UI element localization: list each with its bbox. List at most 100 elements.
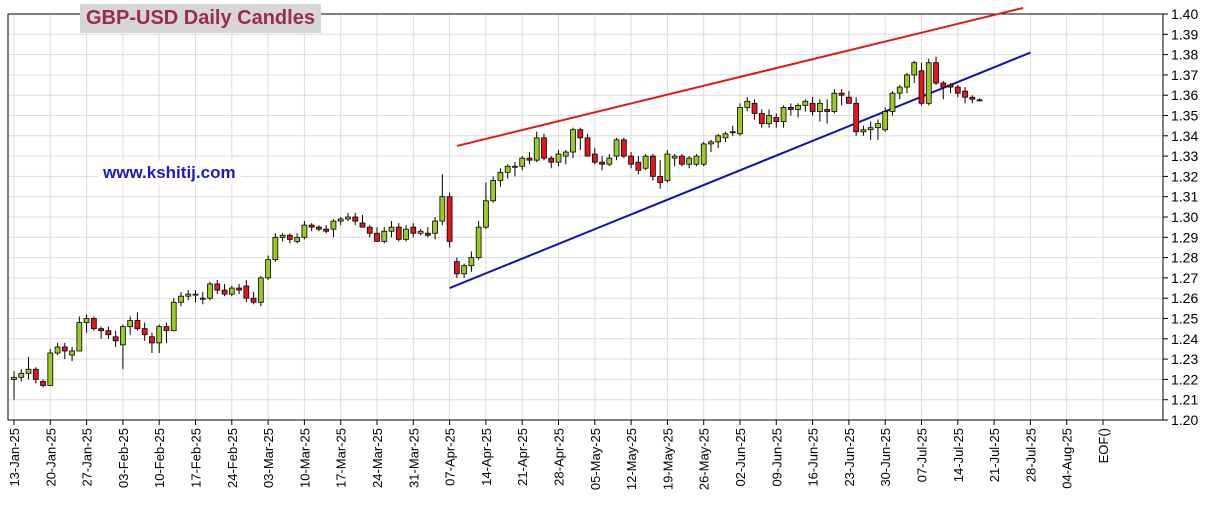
x-tick-label: 10-Feb-25: [152, 428, 167, 488]
candle-body: [308, 224, 315, 228]
candle: [787, 103, 794, 116]
candle-body: [853, 102, 860, 133]
candle: [722, 131, 729, 142]
candle: [570, 127, 576, 159]
candle: [954, 85, 961, 98]
candle: [969, 95, 976, 104]
candle-body: [461, 265, 467, 275]
candle-body: [787, 106, 794, 110]
candle: [766, 109, 772, 128]
x-tick-label: 27-Jan-25: [80, 428, 95, 487]
candle-body: [679, 155, 685, 165]
candle-body: [250, 297, 257, 303]
candles: [11, 56, 983, 400]
candle: [751, 99, 758, 120]
x-tick-label: 26-May-25: [697, 428, 712, 490]
candle-body: [257, 277, 264, 303]
candle-body: [127, 320, 134, 328]
candle: [359, 214, 366, 228]
candle: [512, 162, 518, 177]
candle-body: [439, 196, 446, 222]
support-trendline: [449, 51, 1031, 289]
y-tick-label: 1.39: [1171, 26, 1198, 42]
candle: [156, 324, 163, 354]
x-tick-label: 05-May-25: [588, 428, 603, 490]
candle: [352, 212, 359, 226]
candle-body: [432, 220, 438, 234]
y-tick-label: 1.40: [1171, 6, 1198, 22]
candle-body: [228, 287, 235, 295]
candle: [461, 263, 467, 278]
candle: [635, 156, 642, 175]
candle-body: [163, 326, 170, 332]
candle: [294, 233, 301, 244]
candle-body: [221, 289, 228, 295]
y-tick-label: 1.26: [1171, 290, 1198, 306]
y-tick-label: 1.34: [1171, 128, 1198, 144]
candle: [584, 133, 591, 157]
candle-body: [403, 228, 409, 240]
candle: [497, 168, 504, 187]
candle-body: [424, 232, 431, 236]
candle: [904, 72, 910, 94]
y-tick-label: 1.31: [1171, 189, 1198, 205]
candle-body: [584, 137, 591, 157]
candle-body: [715, 135, 722, 143]
candle-body: [954, 86, 961, 94]
candle: [642, 154, 649, 171]
candle-body: [904, 74, 910, 88]
candle: [323, 225, 330, 234]
candle-body: [816, 102, 823, 112]
candle-body: [526, 157, 533, 161]
candle-body: [98, 328, 104, 332]
candle-body: [519, 157, 526, 167]
candle-body: [635, 161, 642, 171]
candle: [744, 97, 751, 112]
candle: [221, 283, 228, 297]
candle: [453, 257, 460, 278]
candle-body: [40, 381, 46, 386]
y-tick-label: 1.28: [1171, 250, 1198, 266]
candle: [417, 229, 424, 236]
x-tick-label: 20-Jan-25: [43, 428, 58, 487]
candle: [896, 85, 903, 100]
candle: [11, 371, 17, 400]
x-tick-label: 17-Mar-25: [334, 428, 349, 488]
candle-body: [933, 62, 939, 84]
x-tick-label: 28-Apr-25: [552, 428, 567, 486]
x-tick-label: 21-Apr-25: [515, 428, 530, 486]
candle: [134, 312, 141, 331]
x-tick-label: 09-Jun-25: [769, 428, 784, 487]
candle-body: [577, 129, 584, 139]
candle-body: [178, 295, 184, 303]
candle: [272, 233, 279, 262]
x-tick-label: 04-Aug-25: [1060, 428, 1075, 489]
candle-body: [301, 224, 308, 238]
candle-body: [272, 236, 279, 261]
x-tick-label: 31-Mar-25: [406, 428, 421, 488]
x-tick-label: 02-Jun-25: [733, 428, 748, 487]
candle: [664, 150, 671, 183]
candle: [816, 99, 823, 122]
candle-body: [156, 326, 163, 344]
candle: [555, 150, 562, 167]
x-tick-label: 07-Apr-25: [443, 428, 458, 486]
candle: [831, 89, 838, 114]
candle-body: [11, 376, 17, 380]
candle-body: [766, 115, 772, 125]
x-tick-label: 21-Jul-25: [987, 428, 1002, 482]
candle: [686, 156, 693, 169]
x-tick-label: 03-Feb-25: [116, 428, 131, 488]
x-tick-label: 07-Jul-25: [915, 428, 930, 482]
candle: [83, 314, 90, 333]
y-tick-label: 1.29: [1171, 229, 1198, 245]
watermark-text: www.kshitij.com: [98, 161, 241, 185]
candle-body: [925, 62, 932, 104]
candle-body: [337, 218, 344, 222]
candle-body: [708, 141, 714, 145]
y-axis: 1.20 1.21 1.22 1.23 1.24 1.25 1.26 1.27 1.28 1.29…: [1163, 6, 1198, 428]
candle: [802, 99, 809, 112]
y-tick-label: 1.25: [1171, 311, 1198, 327]
candle: [671, 154, 678, 167]
candle: [316, 225, 322, 232]
